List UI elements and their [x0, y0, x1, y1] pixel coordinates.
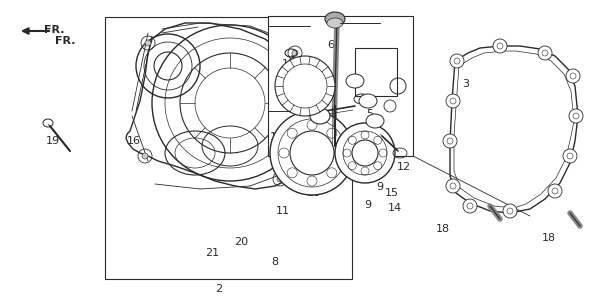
Text: 21: 21 [205, 248, 219, 258]
Ellipse shape [463, 199, 477, 213]
Ellipse shape [548, 184, 562, 198]
Ellipse shape [335, 123, 395, 183]
Ellipse shape [327, 18, 343, 28]
Text: 18: 18 [435, 224, 450, 234]
Bar [355, 48, 397, 96]
Ellipse shape [446, 179, 460, 193]
Ellipse shape [292, 50, 298, 56]
Text: 19: 19 [46, 136, 60, 147]
Ellipse shape [270, 111, 354, 195]
Text: 11: 11 [276, 206, 290, 216]
Ellipse shape [446, 94, 460, 108]
Ellipse shape [325, 12, 345, 26]
Ellipse shape [503, 204, 517, 218]
Text: 9: 9 [365, 200, 372, 210]
Text: 9: 9 [384, 156, 391, 166]
Ellipse shape [359, 94, 377, 108]
Text: 10: 10 [307, 188, 321, 198]
Polygon shape [450, 46, 578, 213]
Ellipse shape [538, 46, 552, 60]
Ellipse shape [275, 56, 335, 116]
Text: FR.: FR. [55, 36, 76, 46]
Text: 14: 14 [388, 203, 402, 213]
Text: 20: 20 [234, 237, 248, 247]
Ellipse shape [142, 153, 148, 159]
Polygon shape [126, 23, 318, 189]
Bar [105, 17, 352, 279]
Text: 2: 2 [215, 284, 222, 294]
Text: 7: 7 [357, 127, 364, 138]
Ellipse shape [305, 123, 311, 129]
Ellipse shape [346, 74, 364, 88]
Bar [268, 16, 413, 156]
Text: 3: 3 [463, 79, 470, 89]
Text: 16: 16 [127, 136, 141, 147]
Text: FR.: FR. [44, 25, 65, 35]
Text: 18: 18 [542, 233, 556, 243]
Ellipse shape [566, 69, 580, 83]
Text: 11: 11 [276, 129, 290, 139]
Text: 12: 12 [396, 162, 411, 172]
Text: 11: 11 [323, 127, 337, 138]
Text: 6: 6 [327, 40, 335, 50]
Text: 17: 17 [270, 132, 284, 142]
Text: 8: 8 [271, 257, 278, 268]
Text: 13: 13 [282, 59, 296, 69]
Ellipse shape [563, 149, 577, 163]
Ellipse shape [450, 54, 464, 68]
Text: 9: 9 [376, 182, 384, 192]
Ellipse shape [493, 39, 507, 53]
Text: 4: 4 [372, 87, 379, 97]
Ellipse shape [443, 134, 457, 148]
Ellipse shape [310, 108, 330, 124]
Ellipse shape [145, 40, 151, 46]
Text: 15: 15 [385, 188, 399, 198]
Ellipse shape [277, 176, 283, 182]
Text: 5: 5 [366, 109, 373, 119]
Ellipse shape [569, 109, 583, 123]
Ellipse shape [366, 114, 384, 128]
